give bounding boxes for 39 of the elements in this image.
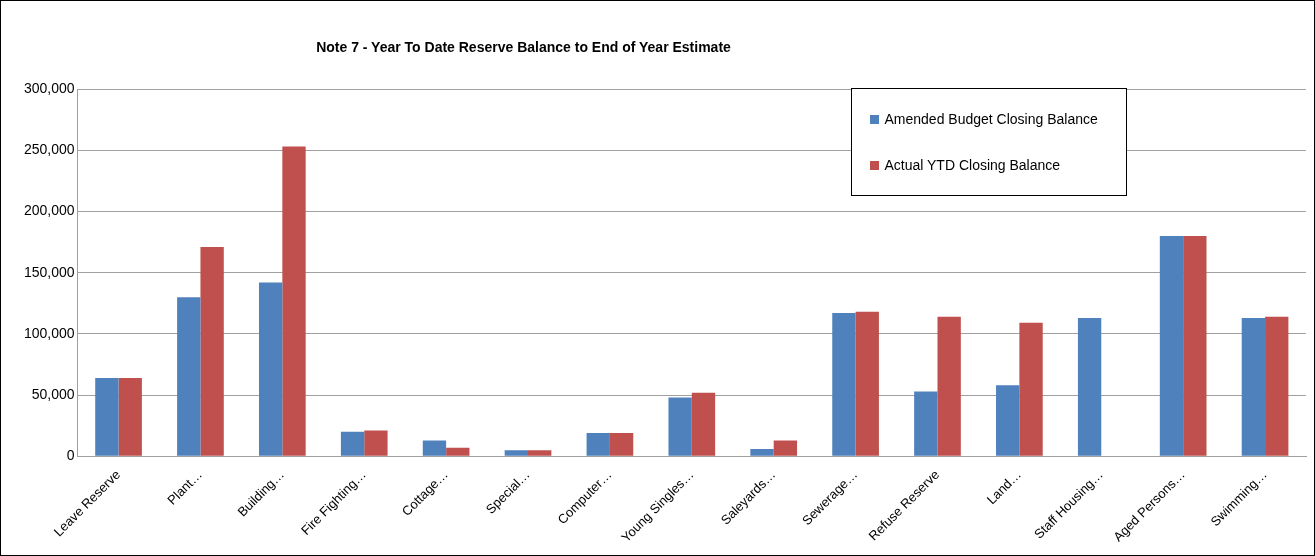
bar [832, 313, 856, 456]
bar [364, 430, 388, 456]
bar [1183, 235, 1207, 456]
bar [177, 297, 201, 456]
y-tick-label: 50,000 [31, 385, 75, 402]
bar [446, 447, 470, 456]
bar [118, 377, 142, 456]
bar [773, 440, 798, 456]
bar [1265, 316, 1289, 456]
y-tick-label: 300,000 [24, 79, 75, 96]
y-tick-label: 0 [66, 447, 75, 464]
legend-label: Actual YTD Closing Balance [884, 157, 1061, 173]
y-tick-label: 200,000 [24, 202, 75, 219]
bar [340, 431, 365, 456]
bar [200, 246, 224, 456]
chart-title: Note 7 - Year To Date Reserve Balance to End of Year Estimate [315, 39, 732, 55]
bar [1241, 317, 1266, 456]
y-tick-label: 150,000 [24, 263, 75, 280]
bar [668, 397, 692, 456]
bar [996, 385, 1020, 456]
bar [422, 440, 447, 456]
bar [609, 433, 634, 456]
bar [1019, 322, 1043, 456]
bar [282, 146, 306, 456]
bar [691, 392, 716, 456]
bar [95, 377, 119, 456]
bar [937, 316, 961, 456]
bar [259, 282, 283, 456]
bar [528, 450, 552, 456]
bar [1159, 235, 1184, 456]
y-tick-label: 100,000 [24, 324, 75, 341]
y-tick-label: 250,000 [24, 141, 75, 158]
bar [504, 450, 529, 456]
bar [855, 311, 879, 456]
bar [914, 391, 938, 456]
legend-label: Amended Budget Closing Balance [884, 111, 1098, 127]
bar [586, 433, 610, 456]
bar [750, 448, 774, 456]
bar [1077, 317, 1102, 456]
